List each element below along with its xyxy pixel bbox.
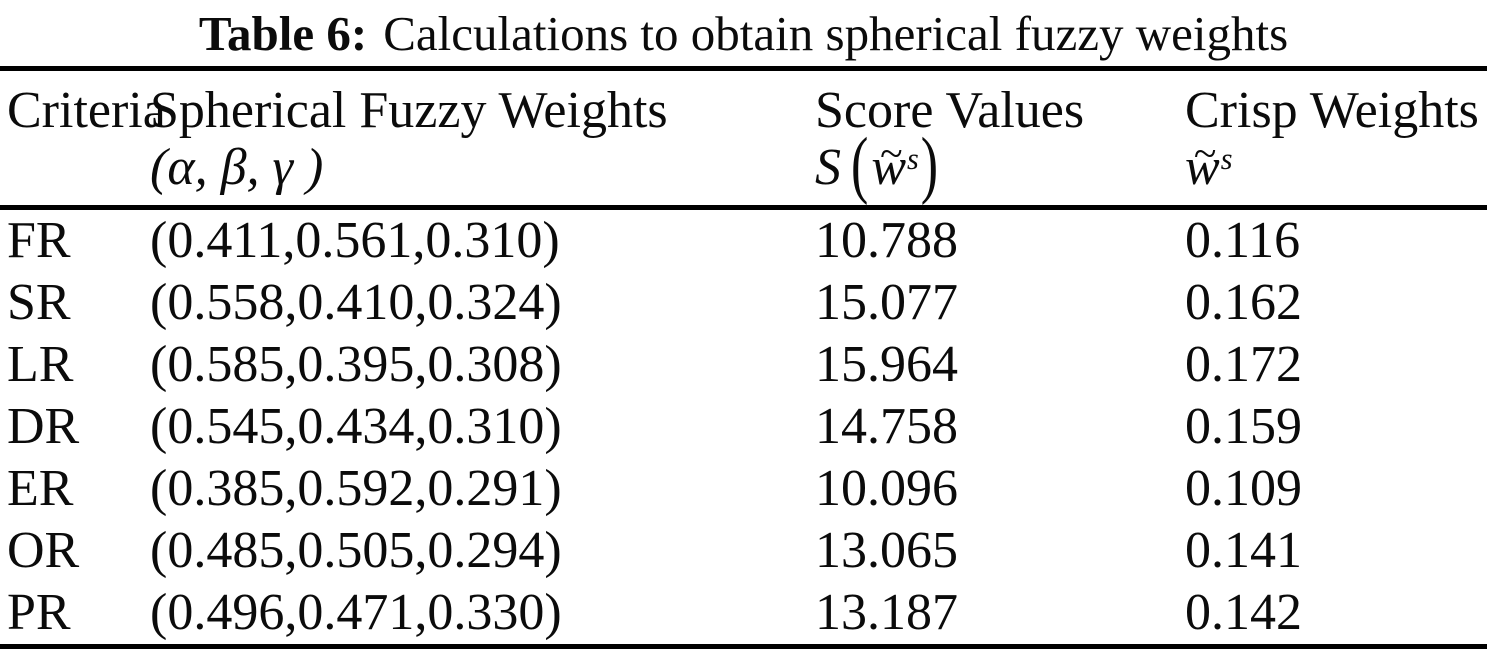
- table-row: LR (0.585,0.395,0.308) 15.964 0.172: [0, 334, 1487, 396]
- column-header-score-values: Score Values S(~ ws): [815, 68, 1185, 210]
- alpha-beta-gamma-label: (α, β, γ ): [150, 139, 324, 196]
- criteria-cell: ER: [7, 460, 74, 517]
- table-row: FR (0.411,0.561,0.310) 10.788 0.116: [0, 208, 1487, 273]
- score-cell: 15.964: [815, 336, 958, 393]
- criteria-cell: FR: [7, 212, 71, 269]
- weights-header-label: Spherical Fuzzy Weights: [150, 82, 668, 139]
- table-row: OR (0.485,0.505,0.294) 13.065 0.141: [0, 520, 1487, 582]
- weights-cell: (0.585,0.395,0.308): [150, 336, 562, 393]
- tilde-mark: ~: [1193, 129, 1217, 176]
- score-header-label: Score Values: [815, 82, 1085, 139]
- score-cell: 13.065: [815, 522, 958, 579]
- weights-cell: (0.496,0.471,0.330): [150, 584, 562, 641]
- criteria-header-label: Criteria: [7, 82, 166, 139]
- weights-header-symbols: (α, β, γ ): [150, 139, 815, 197]
- crisp-header-formula: ~ ws: [1185, 132, 1487, 197]
- criteria-cell: PR: [7, 584, 71, 641]
- weights-cell: (0.385,0.592,0.291): [150, 460, 562, 517]
- math-w-tilde: ~ w: [1185, 132, 1220, 197]
- table-row: PR (0.496,0.471,0.330) 13.187 0.142: [0, 582, 1487, 647]
- table-body: FR (0.411,0.561,0.310) 10.788 0.116 SR (…: [0, 208, 1487, 647]
- crisp-cell: 0.116: [1185, 212, 1301, 269]
- criteria-cell: DR: [7, 398, 80, 455]
- math-superscript-s: s: [1220, 141, 1233, 176]
- score-cell: 10.788: [815, 212, 958, 269]
- crisp-cell: 0.159: [1185, 398, 1302, 455]
- score-cell: 10.096: [815, 460, 958, 517]
- crisp-cell: 0.141: [1185, 522, 1302, 579]
- crisp-cell: 0.109: [1185, 460, 1302, 517]
- caption-label: Table 6:: [198, 6, 368, 61]
- weights-cell: (0.558,0.410,0.324): [150, 274, 562, 331]
- column-header-spherical-fuzzy-weights: Spherical Fuzzy Weights (α, β, γ ): [150, 68, 815, 210]
- score-header-formula: S(~ ws): [815, 124, 1185, 207]
- crisp-cell: 0.142: [1185, 584, 1302, 641]
- math-open-paren: (: [851, 123, 869, 207]
- header-row: Criteria Spherical Fuzzy Weights (α, β, …: [0, 68, 1487, 210]
- criteria-cell: LR: [7, 336, 74, 393]
- score-cell: 13.187: [815, 584, 958, 641]
- math-w-tilde: ~ w: [871, 132, 907, 197]
- score-cell: 14.758: [815, 398, 958, 455]
- crisp-header-label: Crisp Weights: [1185, 82, 1479, 139]
- weights-cell: (0.545,0.434,0.310): [150, 398, 562, 455]
- weights-cell: (0.411,0.561,0.310): [150, 212, 560, 269]
- math-close-paren: ): [920, 123, 939, 207]
- table-caption: Table 6: Calculations to obtain spherical…: [0, 0, 1487, 63]
- math-w-base: w: [871, 139, 907, 196]
- crisp-cell: 0.162: [1185, 274, 1302, 331]
- caption-text: Calculations to obtain spherical fuzzy w…: [383, 6, 1289, 61]
- fuzzy-weights-table: Criteria Spherical Fuzzy Weights (α, β, …: [0, 66, 1487, 649]
- column-header-crisp-weights: Crisp Weights ~ ws: [1185, 68, 1487, 210]
- math-w-base: w: [1185, 139, 1220, 196]
- weights-cell: (0.485,0.505,0.294): [150, 522, 562, 579]
- math-superscript-s: s: [907, 141, 919, 176]
- column-header-criteria: Criteria: [0, 68, 166, 210]
- criteria-cell: OR: [7, 522, 80, 579]
- table-row: ER (0.385,0.592,0.291) 10.096 0.109: [0, 458, 1487, 520]
- math-score-function-S: S: [815, 139, 841, 196]
- score-cell: 15.077: [815, 274, 958, 331]
- table-row: DR (0.545,0.434,0.310) 14.758 0.159: [0, 396, 1487, 458]
- crisp-cell: 0.172: [1185, 336, 1302, 393]
- tilde-mark: ~: [880, 129, 903, 176]
- criteria-cell: SR: [7, 274, 71, 331]
- table-row: SR (0.558,0.410,0.324) 15.077 0.162: [0, 272, 1487, 334]
